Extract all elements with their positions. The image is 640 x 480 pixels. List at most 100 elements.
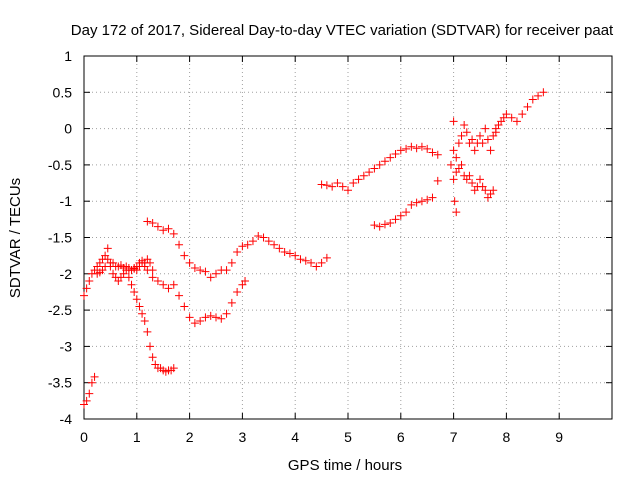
data-point bbox=[217, 314, 226, 323]
y-tick-label: 0.5 bbox=[53, 84, 73, 100]
data-point bbox=[489, 186, 498, 195]
grid-lines bbox=[84, 56, 612, 419]
data-point bbox=[201, 267, 210, 276]
data-point bbox=[296, 255, 305, 264]
data-point bbox=[452, 153, 461, 162]
data-point bbox=[259, 233, 268, 242]
data-point bbox=[227, 258, 236, 267]
data-point bbox=[449, 175, 458, 184]
data-point bbox=[243, 240, 252, 249]
data-point bbox=[317, 180, 326, 189]
chart-title: Day 172 of 2017, Sidereal Day-to-day VTE… bbox=[71, 22, 614, 39]
series-segment-mid-lower bbox=[143, 266, 250, 328]
x-tick-label: 3 bbox=[239, 429, 247, 445]
data-point bbox=[333, 179, 342, 188]
data-point bbox=[370, 164, 379, 173]
data-points bbox=[80, 88, 548, 409]
data-point bbox=[338, 182, 347, 191]
x-tick-label: 2 bbox=[186, 429, 194, 445]
data-point bbox=[148, 353, 157, 362]
data-point bbox=[322, 181, 331, 190]
data-point bbox=[402, 208, 411, 217]
data-point bbox=[212, 313, 220, 322]
data-point bbox=[106, 262, 115, 271]
data-point bbox=[135, 302, 144, 311]
data-point bbox=[359, 171, 368, 180]
data-point bbox=[241, 277, 250, 286]
data-point bbox=[159, 280, 168, 289]
y-tick-label: -4 bbox=[60, 411, 73, 427]
data-point bbox=[486, 146, 495, 155]
data-point bbox=[143, 217, 152, 226]
data-point bbox=[417, 197, 426, 206]
data-point bbox=[180, 302, 189, 311]
series-segment-upper-right bbox=[317, 142, 442, 195]
data-point bbox=[80, 291, 88, 300]
data-point bbox=[169, 229, 178, 238]
data-point bbox=[148, 273, 157, 282]
data-point bbox=[201, 313, 210, 322]
data-point bbox=[523, 102, 532, 111]
series-segment-early-a bbox=[80, 251, 149, 300]
data-point bbox=[206, 311, 215, 320]
data-point bbox=[512, 117, 521, 126]
x-tick-labels: 0 1 2 3 4 5 6 7 8 9 bbox=[80, 429, 563, 445]
x-tick-label: 5 bbox=[344, 429, 352, 445]
series-segment-descent bbox=[124, 273, 178, 376]
data-point bbox=[130, 287, 139, 296]
y-tick-label: -3 bbox=[60, 338, 73, 354]
data-point bbox=[190, 319, 199, 328]
data-point bbox=[206, 273, 215, 282]
data-point bbox=[164, 224, 173, 233]
data-point bbox=[412, 144, 421, 153]
data-point bbox=[280, 248, 289, 257]
data-point bbox=[446, 160, 455, 169]
data-point bbox=[124, 273, 133, 282]
data-point bbox=[153, 277, 162, 286]
data-point bbox=[407, 200, 416, 209]
data-point bbox=[452, 208, 461, 217]
data-point bbox=[349, 179, 358, 188]
data-point bbox=[238, 242, 247, 251]
y-tick-label: -1.5 bbox=[48, 230, 72, 246]
data-point bbox=[233, 287, 242, 296]
data-point bbox=[275, 244, 284, 253]
series-segment-early-b bbox=[93, 244, 157, 286]
data-point bbox=[146, 342, 154, 351]
data-point bbox=[476, 175, 484, 184]
data-point bbox=[270, 240, 279, 249]
data-point bbox=[307, 258, 316, 267]
data-point bbox=[423, 195, 432, 204]
y-tick-label: 1 bbox=[64, 48, 72, 64]
x-tick-label: 1 bbox=[133, 429, 141, 445]
data-point bbox=[175, 240, 184, 249]
data-point bbox=[185, 258, 194, 267]
data-point bbox=[312, 262, 321, 271]
data-point bbox=[328, 182, 337, 191]
data-point bbox=[483, 135, 492, 144]
data-point bbox=[449, 146, 458, 155]
data-point bbox=[196, 316, 205, 325]
data-point bbox=[196, 266, 205, 275]
data-point bbox=[301, 256, 310, 265]
x-tick-label: 6 bbox=[397, 429, 405, 445]
data-point bbox=[380, 220, 389, 229]
data-point bbox=[169, 280, 178, 289]
data-point bbox=[433, 150, 442, 159]
data-point bbox=[454, 139, 463, 148]
data-point bbox=[375, 222, 384, 231]
data-point bbox=[185, 313, 194, 322]
data-point bbox=[103, 244, 112, 253]
data-point bbox=[164, 284, 173, 293]
data-point bbox=[478, 139, 487, 148]
data-point bbox=[391, 215, 400, 224]
data-point bbox=[322, 253, 331, 262]
x-tick-label: 7 bbox=[450, 429, 458, 445]
data-point bbox=[148, 218, 157, 227]
data-point bbox=[423, 144, 432, 153]
data-point bbox=[380, 157, 389, 166]
data-point bbox=[153, 222, 162, 231]
x-axis-title: GPS time / hours bbox=[288, 457, 402, 474]
data-point bbox=[465, 171, 474, 180]
data-point bbox=[159, 226, 168, 235]
